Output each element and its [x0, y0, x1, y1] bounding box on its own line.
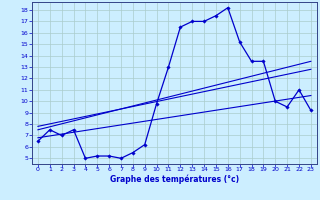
X-axis label: Graphe des températures (°c): Graphe des températures (°c) [110, 175, 239, 184]
